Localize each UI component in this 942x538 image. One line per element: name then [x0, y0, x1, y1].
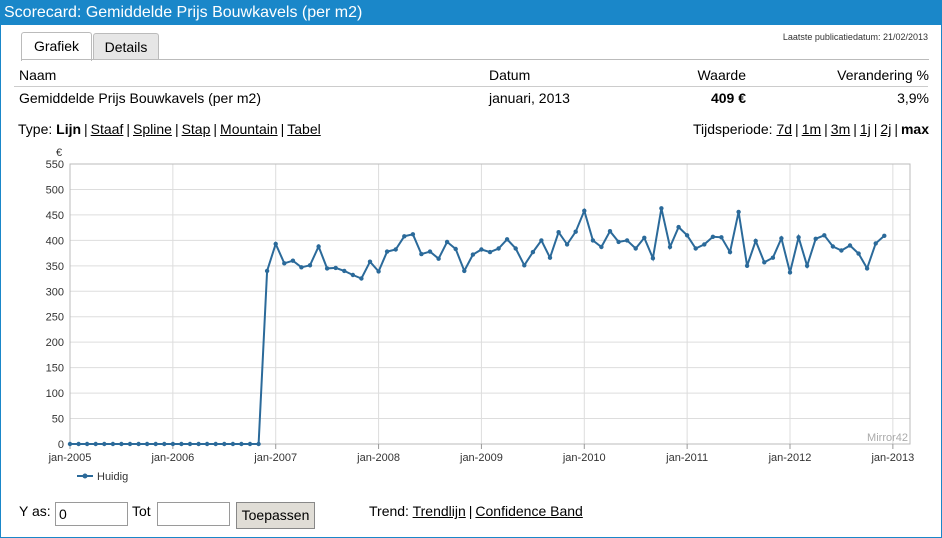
y-from-input[interactable]: [55, 502, 128, 526]
y-axis-label: Y as:: [19, 503, 51, 519]
row-value: 409 €: [710, 90, 746, 106]
y-to-input[interactable]: [157, 502, 230, 526]
header-date: Datum: [489, 67, 531, 83]
chart-type-mountain[interactable]: Mountain: [220, 121, 278, 137]
period-bar: Tijdsperiode: 7d | 1m | 3m | 1j | 2j | max: [692, 121, 929, 137]
window-title: Scorecard: Gemiddelde Prijs Bouwkavels (…: [0, 0, 942, 25]
chart-type-tabel[interactable]: Tabel: [287, 121, 321, 137]
row-date: januari, 2013: [489, 90, 570, 106]
tab-grafiek[interactable]: Grafiek: [21, 32, 92, 61]
chart-type-bar: Type: Lijn | Staaf | Spline | Stap | Mountain | Ta…: [18, 121, 321, 137]
period-1m[interactable]: 1m: [801, 121, 822, 137]
tab-details[interactable]: Details: [93, 33, 159, 60]
confidence-band-link[interactable]: Confidence Band: [475, 503, 583, 519]
chart-type-lijn: Lijn: [56, 121, 82, 137]
row-change: 3,9%: [897, 90, 929, 106]
trend-label: Trend:: [369, 503, 409, 519]
header-value: Waarde: [697, 67, 746, 83]
period-label: Tijdsperiode:: [692, 121, 773, 137]
header-name: Naam: [19, 67, 57, 83]
tab-divider: [21, 59, 929, 60]
period-max: max: [900, 121, 929, 137]
period-1j[interactable]: 1j: [859, 121, 871, 137]
chart-type-label: Type:: [18, 121, 53, 137]
table-divider: [14, 86, 928, 87]
period-2j[interactable]: 2j: [880, 121, 892, 137]
chart-type-spline[interactable]: Spline: [133, 121, 172, 137]
tot-label: Tot: [132, 503, 151, 519]
publication-date: Laatste publicatiedatum: 21/02/2013: [782, 32, 928, 42]
period-3m[interactable]: 3m: [830, 121, 851, 137]
header-change: Verandering %: [837, 67, 929, 83]
row-name: Gemiddelde Prijs Bouwkavels (per m2): [19, 90, 261, 106]
apply-button[interactable]: Toepassen: [236, 502, 315, 529]
trend-line-link[interactable]: Trendlijn: [412, 503, 466, 519]
period-7d[interactable]: 7d: [776, 121, 793, 137]
trend-bar: Trend: Trendlijn | Confidence Band: [369, 503, 583, 519]
chart-type-staaf[interactable]: Staaf: [90, 121, 124, 137]
chart-type-stap[interactable]: Stap: [181, 121, 211, 137]
